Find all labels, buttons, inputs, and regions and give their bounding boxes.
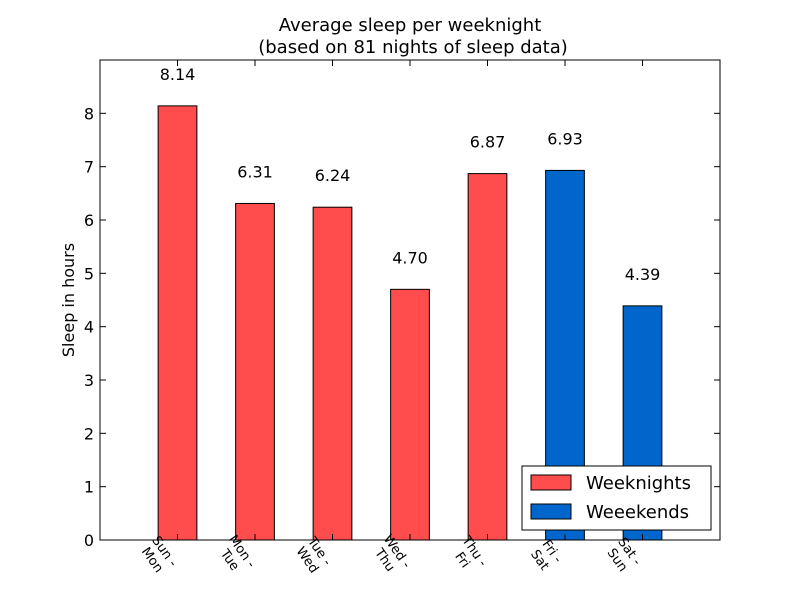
bar-4 bbox=[390, 288, 430, 541]
y-tick-label: 4 bbox=[84, 318, 94, 337]
y-tick-label: 8 bbox=[84, 104, 94, 123]
bar-2 bbox=[235, 202, 275, 541]
value-label: 6.93 bbox=[547, 129, 583, 148]
value-labels-group: 8.14 6.31 6.24 4.70 6.87 6.93 4.39 bbox=[160, 65, 661, 284]
bar-5 bbox=[467, 173, 508, 541]
chart-title: Average sleep per weeknight bbox=[279, 15, 542, 36]
legend-swatch bbox=[530, 503, 572, 520]
value-label: 6.31 bbox=[237, 162, 273, 181]
y-tick-label: 6 bbox=[84, 211, 94, 230]
x-tick-label-line: Fri bbox=[451, 550, 472, 571]
value-label: 6.87 bbox=[470, 133, 506, 152]
legend-swatch bbox=[530, 474, 572, 491]
value-label: 6.24 bbox=[315, 166, 351, 185]
y-tick-label: 3 bbox=[84, 371, 94, 390]
y-tick-label: 5 bbox=[84, 264, 94, 283]
y-tick-label: 0 bbox=[84, 531, 94, 550]
x-tick-label: Fri -Sat bbox=[526, 537, 565, 574]
chart-subtitle: (based on 81 nights of sleep data) bbox=[258, 37, 568, 58]
y-ticks-group: 0 1 2 3 4 5 6 7 8 bbox=[84, 104, 720, 550]
y-tick-label: 1 bbox=[84, 478, 94, 497]
value-label: 4.70 bbox=[392, 248, 428, 267]
x-tick-label: Sat -Sun bbox=[602, 535, 644, 577]
legend-label: Weeekends bbox=[586, 502, 689, 523]
y-axis-label: Sleep in hours bbox=[59, 243, 78, 357]
bar-1 bbox=[157, 105, 198, 541]
legend-label: Weeknights bbox=[586, 473, 691, 494]
value-label: 8.14 bbox=[160, 65, 196, 84]
value-label: 4.39 bbox=[625, 265, 661, 284]
legend: Weeknights Weeekends bbox=[521, 465, 712, 531]
bar-3 bbox=[312, 206, 353, 541]
y-tick-label: 7 bbox=[84, 158, 94, 177]
y-tick-label: 2 bbox=[84, 424, 94, 443]
